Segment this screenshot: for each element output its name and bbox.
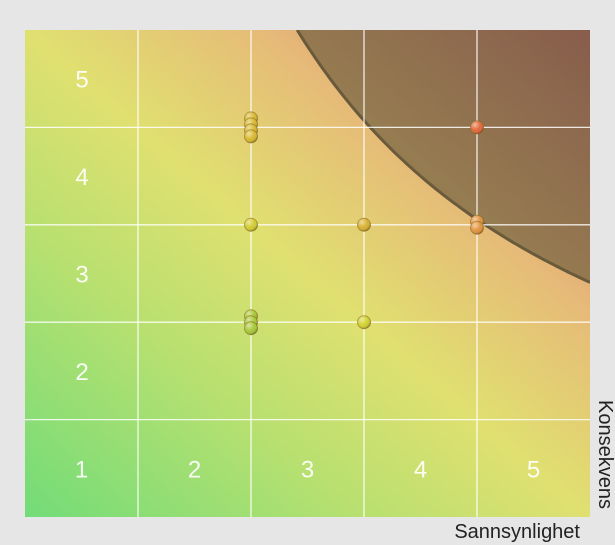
- x-tick-label: 3: [301, 456, 314, 483]
- x-tick-label: 5: [527, 456, 540, 483]
- y-tick-label: 4: [75, 164, 88, 191]
- y-axis-label: Konsekvens: [594, 400, 615, 509]
- data-point-highlight: [244, 218, 258, 232]
- grid: [25, 30, 590, 517]
- risk-threshold: [295, 30, 590, 284]
- x-tick-label: 1: [75, 456, 88, 483]
- x-tick-label: 4: [414, 456, 427, 483]
- tick-labels: 1 2 3 4 5 2 3 4 5: [75, 67, 540, 484]
- threshold-line: [295, 30, 590, 284]
- threshold-area: [297, 30, 590, 283]
- data-points: [244, 111, 484, 336]
- data-point-highlight: [357, 218, 371, 232]
- data-point-highlight: [244, 321, 258, 335]
- x-axis-label: Sannsynlighet: [454, 521, 580, 543]
- y-tick-label: 5: [75, 67, 88, 94]
- data-point-highlight: [470, 120, 484, 134]
- x-tick-label: 2: [188, 456, 201, 483]
- data-point-highlight: [244, 129, 258, 143]
- y-tick-label: 2: [75, 359, 88, 386]
- y-tick-label: 3: [75, 262, 88, 289]
- data-point-highlight: [470, 221, 484, 235]
- data-point-highlight: [357, 315, 371, 329]
